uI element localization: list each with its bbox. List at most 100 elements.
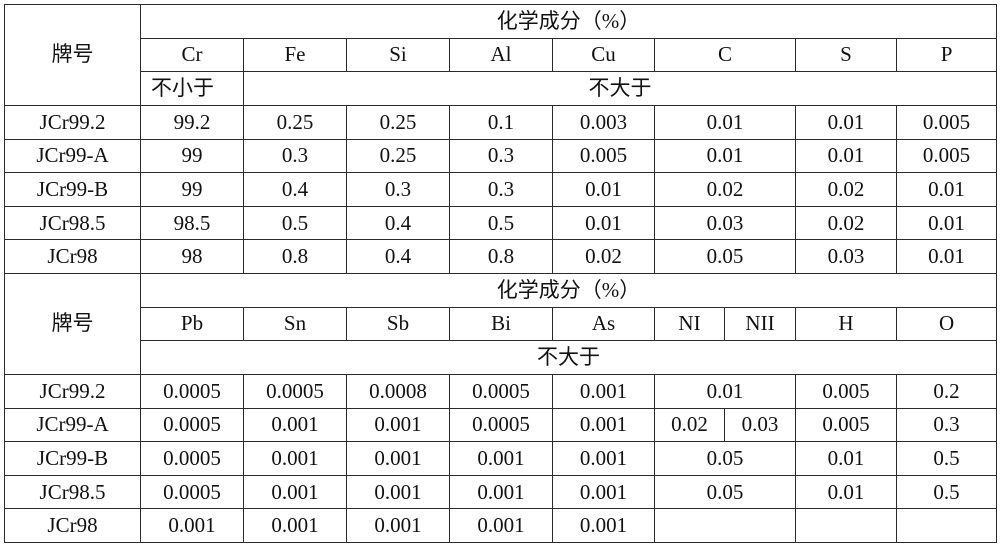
value-cell: 0.3	[346, 172, 450, 207]
t1-max-label: 不大于	[242, 71, 998, 106]
t1-element-c: C	[654, 37, 796, 73]
value-cell: 0.001	[552, 441, 655, 476]
value-cell: 0.25	[346, 104, 450, 140]
value-cell: 0.02	[654, 172, 796, 207]
value-cell: 0.003	[552, 104, 655, 140]
value-cell: 99.2	[140, 104, 244, 140]
value-cell: 0.4	[243, 172, 347, 207]
value-cell: 0.001	[552, 407, 655, 443]
t2-element-as: As	[552, 306, 655, 342]
value-cell: 0.02	[795, 172, 897, 207]
value-cell: 0.001	[449, 474, 553, 510]
t2-element-row: Pb Sn Sb Bi As NI NII H O	[5, 306, 998, 342]
table-row: JCr99-B 0.0005 0.001 0.001 0.001 0.001 0…	[4, 441, 998, 476]
t2-element-pb: Pb	[140, 306, 244, 342]
value-cell: 98	[140, 239, 244, 274]
value-cell: 0.0005	[140, 373, 244, 409]
value-cell: 0.001	[346, 407, 450, 443]
value-cell: 0.5	[243, 205, 347, 241]
value-cell: 99	[140, 138, 244, 174]
value-cell: 0.001	[346, 474, 450, 510]
t1-element-si: Si	[346, 37, 450, 73]
value-cell: 0.3	[449, 138, 553, 174]
value-cell: 0.01	[654, 138, 796, 174]
t1-element-fe: Fe	[243, 37, 347, 73]
table-row: JCr98.5 98.5 0.5 0.4 0.5 0.01 0.03 0.02 …	[4, 205, 998, 241]
t1-limit-row: 不小于 不大于	[5, 71, 998, 106]
t1-composition-header: 化学成分（%）	[139, 4, 998, 39]
value-cell: 0.005	[895, 104, 998, 140]
grade-cell: JCr98	[4, 239, 141, 274]
value-cell: 0.0005	[449, 373, 553, 409]
value-cell: 0.001	[449, 441, 553, 476]
value-cell: 0.001	[346, 441, 450, 476]
t2-element-bi: Bi	[449, 306, 553, 342]
t2-element-n2: NII	[724, 306, 796, 342]
t1-element-cu: Cu	[552, 37, 655, 73]
value-cell: 0.03	[795, 239, 897, 274]
t1-grade-header: 牌号	[4, 4, 141, 106]
value-cell: 0.05	[654, 441, 796, 476]
table-row: JCr99.2 0.0005 0.0005 0.0008 0.0005 0.00…	[4, 373, 998, 409]
empty-cell	[795, 508, 897, 543]
value-cell: 0.0005	[449, 407, 553, 443]
value-cell: 0.001	[346, 508, 450, 543]
value-cell: 0.25	[346, 138, 450, 174]
grade-cell: JCr99-B	[4, 172, 141, 207]
value-cell: 0.4	[346, 239, 450, 274]
value-cell: 0.001	[243, 407, 347, 443]
value-cell: 0.3	[895, 407, 998, 443]
value-cell: 0.001	[552, 508, 655, 543]
value-cell: 0.005	[795, 373, 897, 409]
table-row: JCr99-A 99 0.3 0.25 0.3 0.005 0.01 0.01 …	[4, 138, 998, 174]
empty-cell	[654, 508, 796, 543]
grade-cell: JCr98.5	[4, 474, 141, 510]
value-cell: 0.05	[654, 239, 796, 274]
composition-table: 牌号 化学成分（%） Cr Fe Si Al Cu C S P 不小于 不大于 …	[4, 4, 998, 543]
t2-composition-header: 化学成分（%）	[139, 273, 998, 308]
value-cell: 0.4	[346, 205, 450, 241]
value-cell: 0.01	[795, 104, 897, 140]
value-cell: 0.001	[552, 474, 655, 510]
value-cell: 0.0005	[243, 373, 347, 409]
value-cell: 0.001	[243, 508, 347, 543]
t2-header-row: 牌号 化学成分（%）	[4, 273, 998, 375]
value-cell: 0.5	[895, 474, 998, 510]
grade-cell: JCr99.2	[4, 373, 141, 409]
t1-header-row: 牌号 化学成分（%）	[4, 4, 998, 106]
table-row: JCr99-A 0.0005 0.001 0.001 0.0005 0.001 …	[4, 407, 998, 443]
value-cell: 0.01	[654, 104, 796, 140]
t1-element-s: S	[795, 37, 897, 73]
value-cell: 0.01	[895, 205, 998, 241]
table-row: JCr98 0.001 0.001 0.001 0.001 0.001	[4, 508, 998, 543]
value-cell: 0.01	[552, 172, 655, 207]
t2-element-h: H	[795, 306, 897, 342]
value-cell: 0.03	[654, 205, 796, 241]
value-cell: 0.02	[552, 239, 655, 274]
value-cell: 0.001	[243, 441, 347, 476]
value-cell: 0.1	[449, 104, 553, 140]
t2-element-sb: Sb	[346, 306, 450, 342]
table-row: JCr99.2 99.2 0.25 0.25 0.1 0.003 0.01 0.…	[4, 104, 998, 140]
value-cell: 0.005	[795, 407, 897, 443]
value-cell: 0.3	[243, 138, 347, 174]
value-cell: 0.0005	[140, 474, 244, 510]
t1-element-al: Al	[449, 37, 553, 73]
t2-element-n1: NI	[654, 306, 725, 342]
t1-element-p: P	[895, 37, 998, 73]
value-cell: 0.01	[895, 239, 998, 274]
value-cell: 0.05	[654, 474, 796, 510]
value-cell: 0.8	[243, 239, 347, 274]
grade-cell: JCr99-B	[4, 441, 141, 476]
empty-cell	[895, 508, 998, 543]
value-cell: 99	[140, 172, 244, 207]
value-cell: 0.01	[552, 205, 655, 241]
grade-cell: JCr98	[4, 508, 141, 543]
t1-element-row: Cr Fe Si Al Cu C S P	[5, 37, 998, 73]
grade-cell: JCr99-A	[4, 138, 141, 174]
value-cell: 0.25	[243, 104, 347, 140]
value-cell: 0.8	[449, 239, 553, 274]
t2-grade-header: 牌号	[4, 273, 141, 375]
value-cell: 0.02	[654, 407, 725, 443]
value-cell: 0.0005	[140, 441, 244, 476]
